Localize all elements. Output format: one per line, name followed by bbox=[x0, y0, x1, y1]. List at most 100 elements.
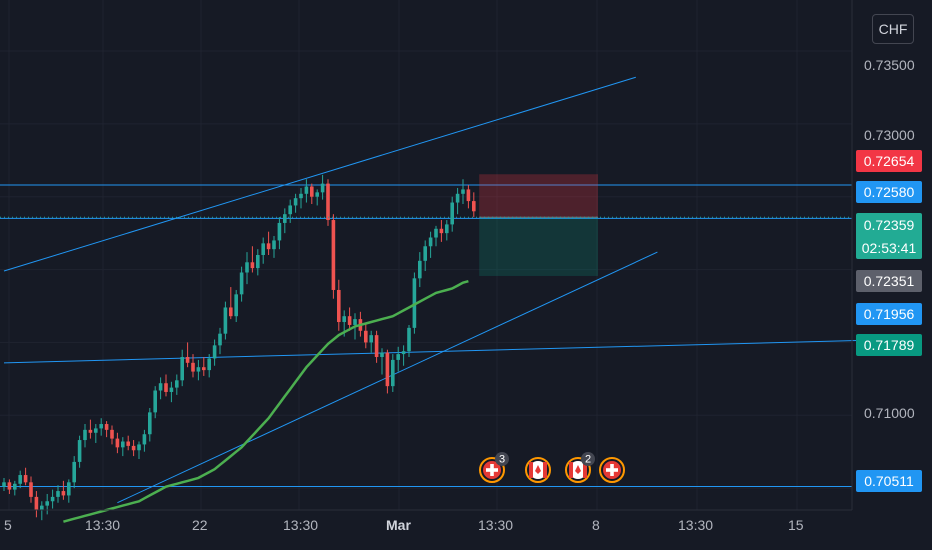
candle bbox=[94, 424, 98, 443]
candle bbox=[7, 479, 12, 494]
candle-body bbox=[229, 307, 233, 317]
stop-loss-zone bbox=[479, 174, 598, 218]
candle-body bbox=[61, 491, 66, 496]
event-marker[interactable]: 2 bbox=[565, 452, 595, 483]
candle-body bbox=[256, 255, 260, 269]
candle-body bbox=[45, 501, 49, 506]
candle-body bbox=[18, 475, 22, 484]
currency-button[interactable]: CHF bbox=[872, 14, 914, 44]
current-price-label: 0.72359 bbox=[856, 213, 922, 237]
candle-body bbox=[304, 186, 309, 194]
event-ring bbox=[565, 457, 591, 483]
candle bbox=[445, 220, 449, 241]
candle-body bbox=[88, 429, 93, 433]
candle-body bbox=[50, 496, 55, 502]
candle-body bbox=[250, 262, 255, 269]
candle bbox=[239, 266, 244, 302]
candle-body bbox=[169, 387, 174, 392]
candle bbox=[153, 386, 157, 419]
candle-body bbox=[434, 228, 438, 238]
candle-body bbox=[320, 183, 325, 193]
candle-body bbox=[83, 429, 87, 441]
candle-body bbox=[7, 482, 12, 490]
candle bbox=[256, 249, 260, 276]
event-marker[interactable]: 3 bbox=[479, 452, 509, 483]
candle-body bbox=[288, 205, 292, 215]
candle bbox=[180, 349, 184, 387]
candle-body bbox=[223, 307, 228, 334]
candle-body bbox=[261, 243, 265, 255]
moving-average-line bbox=[63, 279, 469, 523]
time-tick: 22 bbox=[192, 517, 208, 533]
candle bbox=[331, 214, 336, 299]
candle-body bbox=[283, 214, 287, 223]
candle bbox=[142, 429, 147, 452]
event-marker[interactable] bbox=[599, 457, 625, 483]
candle bbox=[272, 236, 276, 258]
candle-body bbox=[142, 434, 147, 445]
candle-body bbox=[472, 201, 476, 212]
candle bbox=[461, 179, 465, 204]
candle bbox=[396, 346, 400, 372]
candle bbox=[266, 231, 271, 255]
candle-body bbox=[315, 192, 319, 197]
candle-body bbox=[202, 367, 206, 371]
candle bbox=[229, 287, 233, 320]
candle bbox=[207, 354, 211, 378]
short-position-tool[interactable] bbox=[479, 174, 598, 276]
candle bbox=[261, 237, 265, 264]
candle-body bbox=[2, 482, 6, 487]
candles bbox=[2, 174, 476, 521]
candle bbox=[45, 493, 49, 515]
time-tick: 13:30 bbox=[478, 517, 514, 533]
time-tick: 8 bbox=[592, 517, 600, 533]
candle bbox=[212, 339, 217, 366]
candle-body bbox=[326, 183, 330, 221]
grid bbox=[0, 0, 852, 510]
candle bbox=[196, 359, 201, 381]
candle-body bbox=[158, 383, 163, 391]
time-tick: 13:30 bbox=[283, 517, 319, 533]
candle-body bbox=[272, 240, 276, 250]
level-price-label: 0.72580 bbox=[856, 181, 922, 203]
candle-body bbox=[277, 222, 282, 241]
candle-body bbox=[310, 186, 314, 197]
candle-body bbox=[56, 491, 60, 497]
candle bbox=[288, 199, 292, 223]
candle bbox=[40, 501, 44, 521]
event-count-badge bbox=[581, 452, 595, 466]
candle-body bbox=[455, 193, 460, 203]
candle-body bbox=[423, 246, 427, 261]
canada-band bbox=[529, 462, 533, 478]
candle bbox=[185, 342, 190, 368]
candle bbox=[277, 217, 282, 250]
candle bbox=[18, 470, 22, 489]
candle bbox=[29, 476, 33, 503]
candle-body bbox=[266, 243, 271, 250]
candle-body bbox=[72, 461, 76, 483]
candle bbox=[380, 348, 384, 375]
candle bbox=[455, 187, 460, 215]
candle bbox=[310, 183, 314, 204]
candle bbox=[175, 374, 179, 395]
candle-body bbox=[99, 424, 103, 429]
candle-body bbox=[34, 496, 39, 510]
event-ring bbox=[479, 457, 505, 483]
candle bbox=[418, 252, 422, 288]
candle bbox=[304, 179, 309, 203]
candle-body bbox=[293, 198, 298, 206]
candle-body bbox=[185, 357, 190, 363]
candle bbox=[223, 301, 228, 340]
candle bbox=[347, 307, 352, 331]
candle-body bbox=[40, 505, 44, 510]
event-marker[interactable] bbox=[525, 457, 551, 483]
candle bbox=[293, 193, 298, 213]
candle bbox=[164, 374, 168, 397]
candle-body bbox=[121, 441, 125, 448]
candle-body bbox=[396, 354, 400, 360]
candle-body bbox=[347, 316, 352, 325]
candle bbox=[407, 324, 411, 357]
